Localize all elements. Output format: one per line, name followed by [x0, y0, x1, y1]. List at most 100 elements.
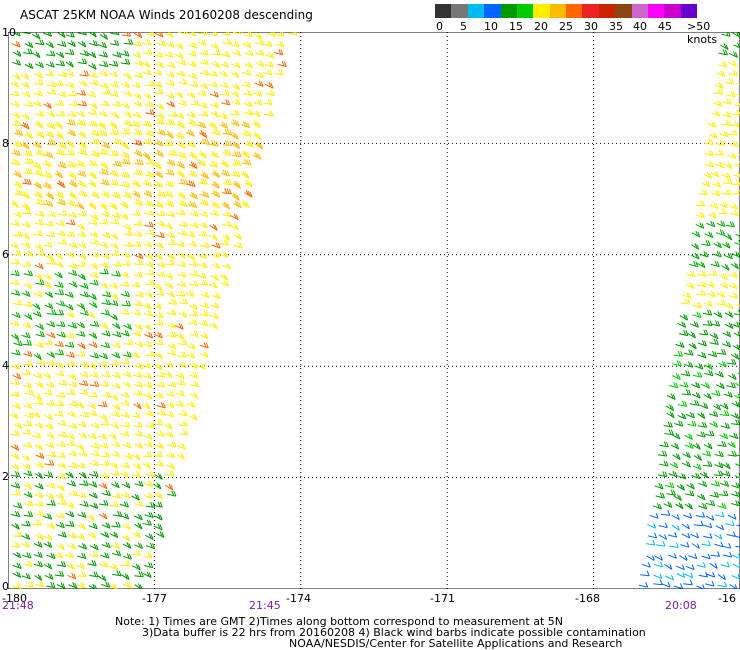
wind-barb — [713, 241, 722, 249]
wind-barb — [46, 309, 57, 315]
wind-barb — [685, 564, 695, 571]
wind-barb — [717, 208, 727, 215]
wind-barb — [156, 40, 166, 47]
lon-label-minus-168: -168 — [575, 592, 600, 605]
wind-barb — [669, 542, 679, 549]
wind-barb — [57, 32, 66, 39]
wind-barb — [166, 463, 175, 470]
wind-barb — [65, 149, 76, 156]
wind-barb — [13, 170, 22, 178]
wind-barb — [131, 210, 141, 216]
wind-barb — [24, 41, 34, 49]
wind-barb — [177, 271, 187, 278]
wind-barb — [264, 82, 274, 89]
wind-barb — [691, 243, 700, 250]
wind-barb — [721, 120, 732, 126]
wind-barb — [175, 389, 185, 397]
wind-barb — [710, 260, 720, 267]
wind-barb — [88, 40, 99, 47]
wind-barb — [665, 404, 675, 412]
wind-barb — [131, 563, 141, 571]
wind-barb — [145, 170, 155, 178]
wind-barb — [186, 352, 196, 359]
wind-barb — [706, 571, 716, 578]
wind-barb — [719, 201, 728, 209]
wind-barb — [112, 100, 122, 107]
wind-barb — [76, 89, 86, 96]
wind-barb — [688, 553, 698, 560]
wind-barb — [732, 321, 740, 328]
wind-barb — [155, 531, 165, 538]
wind-barb — [167, 331, 177, 338]
wind-barb — [123, 323, 133, 330]
wind-barb — [677, 321, 687, 328]
wind-barb — [111, 351, 121, 359]
wind-barb — [265, 52, 275, 59]
wind-barb — [646, 555, 655, 561]
wind-barb — [143, 433, 153, 441]
wind-barb — [34, 491, 44, 499]
wind-barb — [702, 320, 713, 326]
wind-barb — [143, 190, 153, 198]
wind-barb-map — [8, 32, 740, 589]
wind-barb — [222, 179, 233, 186]
wind-barb — [163, 371, 173, 378]
wind-barb — [154, 51, 164, 59]
wind-barb — [67, 450, 78, 457]
wind-barb — [693, 520, 704, 527]
wind-barb — [88, 218, 98, 226]
wind-barb — [133, 220, 143, 227]
wind-barb — [131, 549, 141, 556]
wind-barb — [111, 382, 121, 390]
wind-barb — [120, 81, 130, 89]
wind-barb — [185, 129, 195, 137]
map-title: ASCAT 25KM NOAA Winds 20160208 descendin… — [20, 8, 313, 22]
wind-barb — [68, 462, 78, 469]
wind-barb — [55, 148, 65, 156]
wind-barb — [45, 381, 55, 388]
wind-barb — [43, 339, 53, 346]
wind-barb — [24, 250, 34, 257]
wind-barb — [713, 311, 723, 318]
wind-barb — [134, 480, 144, 487]
wind-barb — [241, 81, 251, 88]
wind-barb — [133, 430, 144, 437]
wind-barb — [54, 552, 63, 559]
wind-barb — [10, 482, 21, 489]
wind-barb — [218, 112, 228, 120]
wind-barb — [55, 321, 66, 328]
wind-barb — [21, 261, 31, 267]
wind-barb — [111, 260, 122, 267]
wind-barb — [211, 170, 221, 179]
wind-barb — [10, 80, 19, 88]
wind-barb — [729, 203, 738, 211]
wind-barb — [76, 350, 86, 357]
wind-barb — [110, 111, 119, 119]
wind-barb — [165, 92, 175, 99]
wind-barb — [262, 69, 273, 76]
wind-barb — [110, 422, 119, 430]
wind-barb — [32, 100, 42, 108]
wind-barb — [68, 400, 78, 407]
wind-barb — [734, 101, 740, 108]
wind-barb — [67, 90, 77, 97]
wind-barb — [89, 502, 99, 509]
wind-barb — [209, 224, 218, 231]
wind-barb — [722, 330, 732, 338]
wind-barb — [89, 271, 99, 279]
wind-barb — [145, 533, 154, 540]
wind-barb — [65, 351, 75, 358]
wind-barb — [145, 501, 156, 508]
wind-barb — [33, 230, 43, 237]
wind-barb — [65, 311, 75, 319]
wind-barb — [78, 379, 89, 386]
wind-barb — [695, 211, 705, 219]
wind-barb — [99, 561, 109, 568]
wind-barb — [123, 452, 133, 460]
wind-barb — [717, 574, 726, 581]
lon-label-minus-174: -174 — [286, 592, 311, 605]
wind-barb — [710, 480, 721, 487]
wind-barb — [720, 480, 730, 487]
wind-barb — [56, 230, 66, 237]
wind-barb — [76, 491, 87, 499]
